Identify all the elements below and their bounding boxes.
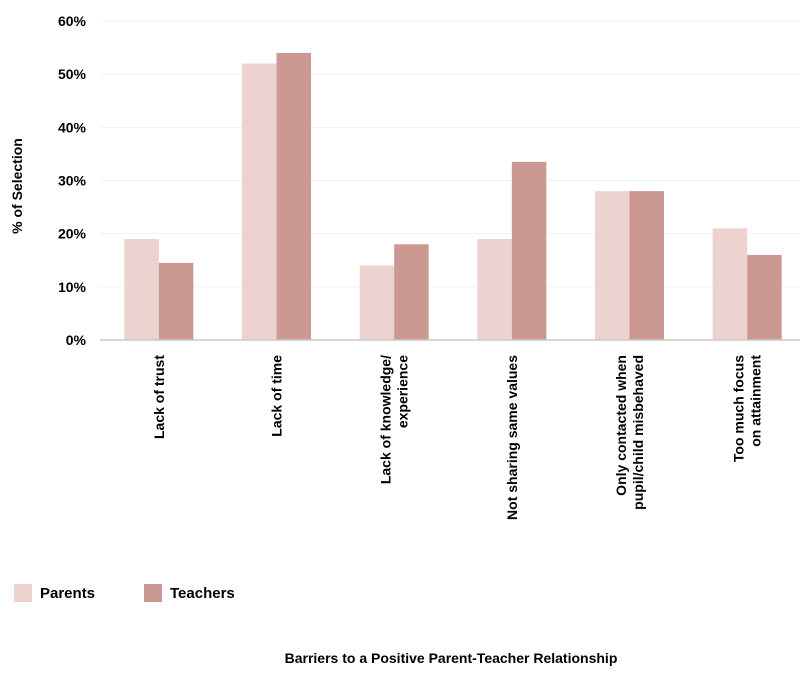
legend: Parents Teachers	[14, 584, 235, 602]
x-tick-label-line: Not sharing same values	[504, 355, 520, 520]
y-tick-label: 30%	[58, 173, 87, 189]
x-tick-label-line: experience	[395, 355, 411, 428]
y-tick-label: 0%	[66, 332, 87, 348]
bar-teachers-0	[158, 262, 194, 340]
gridlines	[100, 20, 800, 288]
y-tick-label: 20%	[58, 226, 87, 242]
x-tick-label-line: on attainment	[748, 355, 764, 447]
bar-teachers-1	[276, 52, 311, 341]
bar-parents-5	[712, 228, 748, 340]
x-tick-label: Too much focus on attainment	[731, 355, 764, 462]
x-tick-label: Lack of trust	[151, 355, 167, 439]
bar-parents-4	[595, 191, 630, 340]
y-axis-title: % of Selection	[9, 138, 25, 234]
x-tick-label-line: Lack of time	[269, 355, 285, 437]
bar-teachers-4	[629, 191, 664, 340]
x-tick-label: Only contacted when pupil/child misbehave…	[613, 355, 646, 510]
x-tick-label: Not sharing same values	[504, 355, 520, 520]
bar-teachers-2	[394, 244, 429, 340]
bar-teachers-3	[511, 161, 547, 340]
legend-swatch-teachers	[144, 584, 162, 602]
x-tick-label-line: Lack of knowledge/	[378, 355, 394, 484]
y-axis-ticks: 0% 10% 20% 30% 40% 50% 60%	[58, 13, 87, 348]
bars	[124, 52, 782, 341]
y-tick-label: 10%	[58, 279, 87, 295]
legend-swatch-parents	[14, 584, 32, 602]
x-tick-label-line: Only contacted when	[613, 355, 629, 496]
x-tick-label-line: pupil/child misbehaved	[630, 355, 646, 510]
x-tick-label-line: Lack of trust	[151, 355, 167, 439]
bar-parents-2	[359, 265, 395, 340]
chart-title: Barriers to a Positive Parent-Teacher Re…	[285, 650, 618, 666]
bar-teachers-5	[747, 254, 782, 340]
bar-parents-0	[124, 238, 159, 340]
bar-parents-1	[242, 63, 277, 341]
x-axis-ticks: Lack of trust Lack of time Lack of knowled…	[151, 355, 764, 520]
x-tick-label-line: Too much focus	[731, 355, 747, 462]
legend-label-parents: Parents	[40, 585, 95, 602]
x-tick-label: Lack of knowledge/experience	[378, 355, 411, 484]
y-tick-label: 40%	[58, 119, 87, 135]
legend-label-teachers: Teachers	[170, 585, 235, 602]
y-tick-label: 60%	[58, 13, 87, 29]
bar-parents-3	[477, 238, 512, 340]
y-tick-label: 50%	[58, 66, 87, 82]
x-tick-label: Lack of time	[269, 355, 285, 437]
